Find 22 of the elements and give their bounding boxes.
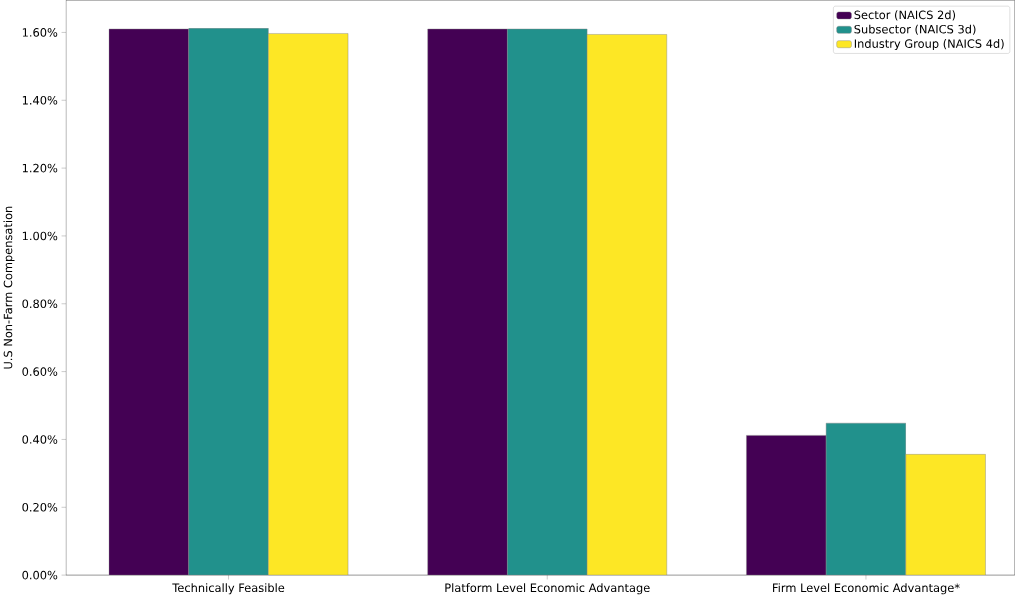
legend-label: Sector (NAICS 2d)	[854, 10, 956, 21]
y-tick-label: 1.20%	[22, 163, 58, 173]
x-tick-label: Platform Level Economic Advantage	[445, 583, 650, 595]
bar	[188, 28, 269, 576]
y-tick-label: 0.00%	[22, 570, 58, 580]
y-tick-label: 1.00%	[22, 231, 58, 241]
y-tick-label: 0.80%	[22, 299, 58, 309]
x-tick-label: Technically Feasible	[172, 583, 285, 595]
y-tick-label: 1.60%	[22, 28, 58, 37]
legend-label: Subsector (NAICS 3d)	[854, 24, 976, 35]
bar	[586, 34, 667, 576]
x-tick-label: Firm Level Economic Advantage*	[773, 583, 960, 595]
legend-label: Industry Group (NAICS 4d)	[854, 39, 1004, 51]
y-tick-label: 0.40%	[22, 435, 58, 444]
y-tick-label: 0.20%	[22, 503, 58, 512]
bar	[268, 33, 349, 576]
y-tick-label: 0.60%	[22, 367, 58, 377]
bar	[507, 28, 588, 576]
bar	[825, 423, 907, 576]
y-axis-title: U.S Non-Farm Compensation	[3, 206, 15, 369]
bar	[905, 454, 986, 576]
y-tick-label: 1.40%	[22, 96, 58, 105]
